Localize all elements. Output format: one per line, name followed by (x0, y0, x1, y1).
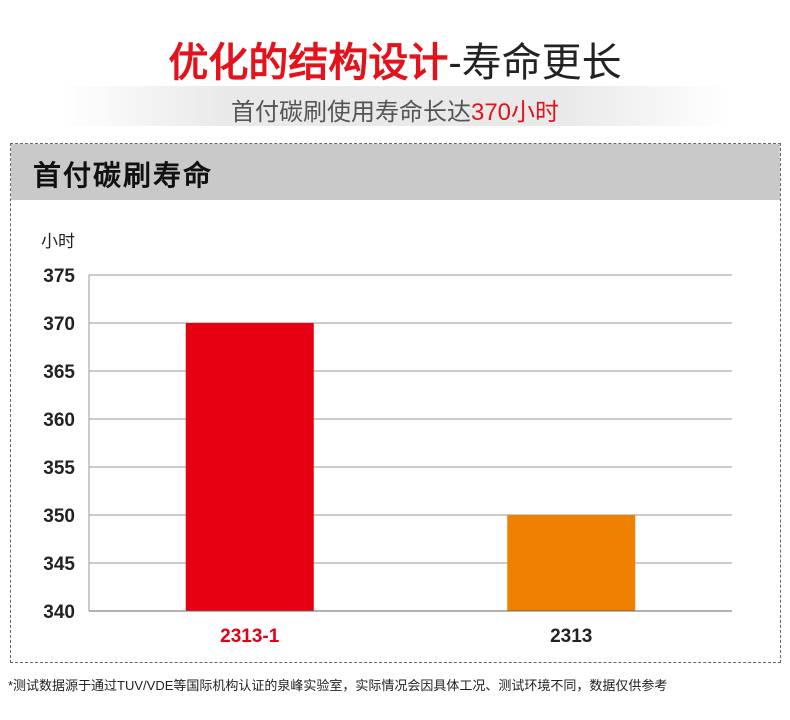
footnote: *测试数据源于通过TUV/VDE等国际机构认证的泉峰实验室，实际情况会因具体工况… (8, 678, 668, 693)
subtitle-prefix: 首付碳刷使用寿命长达 (230, 99, 471, 126)
bar (185, 323, 314, 611)
chart-panel: 首付碳刷寿命 小时 340 345 350 355 360 365 370 375 2313-1 2… (10, 143, 781, 663)
headline-main: 优化的结构设计 (168, 41, 449, 85)
y-tick-label: 375 (43, 266, 75, 287)
y-tick-label: 340 (43, 602, 75, 623)
y-tick-label: 370 (43, 314, 75, 335)
y-tick-label: 345 (43, 554, 75, 575)
bar (507, 515, 636, 611)
y-tick-label: 355 (43, 458, 75, 479)
x-tick-label: 2313-1 (220, 626, 280, 647)
subtitle-band (60, 86, 730, 126)
subtitle-highlight: 370小时 (470, 99, 560, 126)
y-tick-label: 350 (43, 506, 75, 527)
headline: 优化的结构设计-寿命更长 (0, 30, 790, 88)
y-tick-label: 360 (43, 410, 75, 431)
x-tick-label: 2313 (550, 626, 592, 647)
subtitle: 首付碳刷使用寿命长达370小时 (0, 92, 790, 127)
y-tick-label: 365 (43, 362, 75, 383)
headline-suffix: -寿命更长 (448, 41, 622, 85)
bar-chart: 小时 340 345 350 355 360 365 370 375 2313-1 2313 (41, 232, 732, 647)
y-axis-label: 小时 (41, 232, 75, 251)
chart-panel-title: 首付碳刷寿命 (33, 160, 214, 191)
chart-panel-header: 首付碳刷寿命 (11, 144, 780, 200)
